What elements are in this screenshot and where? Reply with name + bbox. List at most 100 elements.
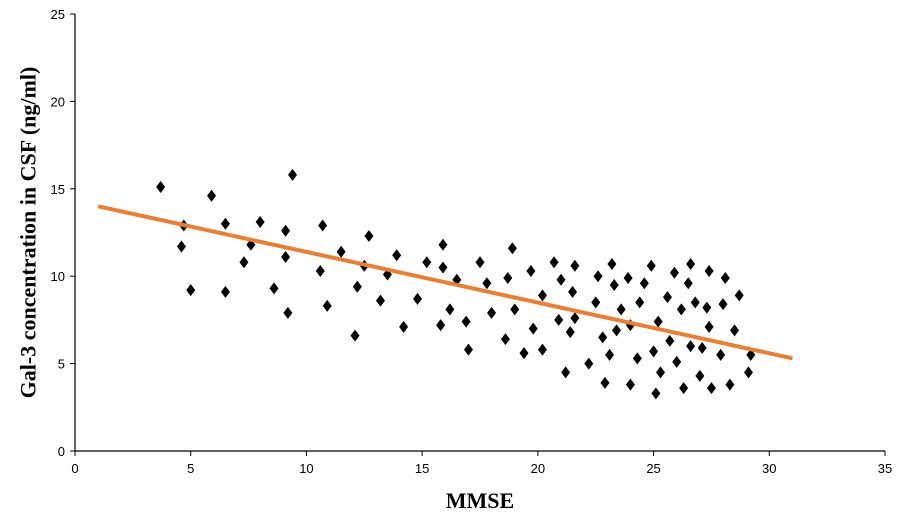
data-point (704, 320, 714, 333)
data-point (743, 366, 753, 379)
data-point (510, 303, 520, 316)
data-point (706, 382, 716, 395)
y-axis-ticks: 0 5 10 15 20 25 (51, 7, 75, 459)
data-point (686, 340, 696, 353)
x-tick-label: 10 (299, 461, 313, 476)
data-point (653, 315, 663, 328)
data-point (528, 322, 538, 335)
y-tick-label: 5 (58, 357, 65, 372)
data-point (375, 294, 385, 307)
data-point (422, 256, 432, 269)
data-point (695, 369, 705, 382)
data-point (593, 270, 603, 283)
data-point (612, 324, 622, 337)
y-tick-label: 20 (51, 94, 65, 109)
data-point (281, 250, 291, 263)
data-point (683, 277, 693, 290)
data-point (607, 257, 617, 270)
data-point (568, 285, 578, 298)
data-point (656, 366, 666, 379)
trend-line (97, 204, 793, 361)
data-point (686, 257, 696, 270)
data-point (463, 343, 473, 356)
data-point (651, 387, 661, 400)
data-point (336, 245, 346, 258)
data-points (156, 168, 756, 400)
data-point (220, 217, 230, 230)
data-point (554, 313, 564, 326)
data-point (649, 345, 659, 358)
data-point (220, 285, 230, 298)
data-point (632, 352, 642, 365)
data-point (561, 366, 571, 379)
data-point (438, 261, 448, 274)
data-point (364, 229, 374, 242)
data-point (584, 357, 594, 370)
data-point (500, 333, 510, 346)
data-point (482, 277, 492, 290)
data-point (315, 264, 325, 277)
data-point (716, 348, 726, 361)
data-point (526, 264, 536, 277)
x-tick-label: 20 (531, 461, 545, 476)
data-point (669, 266, 679, 279)
data-point (665, 334, 675, 347)
data-point (281, 224, 291, 237)
x-tick-label: 0 (71, 461, 78, 476)
y-tick-label: 25 (51, 7, 65, 22)
data-point (537, 289, 547, 302)
y-tick-label: 15 (51, 182, 65, 197)
data-point (413, 292, 423, 305)
data-point (646, 259, 656, 272)
data-point (598, 331, 608, 344)
data-point (625, 378, 635, 391)
data-point (549, 256, 559, 269)
data-point (570, 312, 580, 325)
data-point (725, 378, 735, 391)
data-point (176, 240, 186, 253)
data-point (392, 249, 402, 262)
data-point (503, 271, 513, 284)
data-point (207, 189, 217, 202)
data-point (436, 319, 446, 332)
data-point (283, 306, 293, 319)
x-axis-title: MMSE (446, 488, 514, 513)
data-point (702, 301, 712, 314)
data-point (746, 348, 756, 361)
data-point (239, 256, 249, 269)
data-point (570, 259, 580, 272)
y-tick-label: 0 (58, 444, 65, 459)
data-point (639, 277, 649, 290)
data-point (676, 303, 686, 316)
data-point (519, 347, 529, 360)
y-tick-label: 10 (51, 269, 65, 284)
data-point (609, 278, 619, 291)
data-point (690, 296, 700, 309)
data-point (662, 291, 672, 304)
data-point (704, 264, 714, 277)
data-point (507, 242, 517, 255)
data-point (730, 324, 740, 337)
data-point (565, 326, 575, 339)
x-axis-ticks: 0 5 10 15 20 25 30 35 (71, 451, 892, 476)
data-point (718, 298, 728, 311)
x-tick-label: 5 (187, 461, 194, 476)
data-point (288, 168, 298, 181)
data-point (600, 376, 610, 389)
data-point (352, 280, 362, 293)
data-point (556, 273, 566, 286)
data-point (635, 296, 645, 309)
data-point (720, 271, 730, 284)
data-point (322, 299, 332, 312)
data-point (350, 329, 360, 342)
data-point (591, 296, 601, 309)
x-tick-label: 35 (878, 461, 892, 476)
data-point (461, 315, 471, 328)
data-point (537, 343, 547, 356)
data-point (269, 282, 279, 295)
data-point (399, 320, 409, 333)
data-point (697, 341, 707, 354)
x-tick-label: 30 (762, 461, 776, 476)
data-point (679, 382, 689, 395)
